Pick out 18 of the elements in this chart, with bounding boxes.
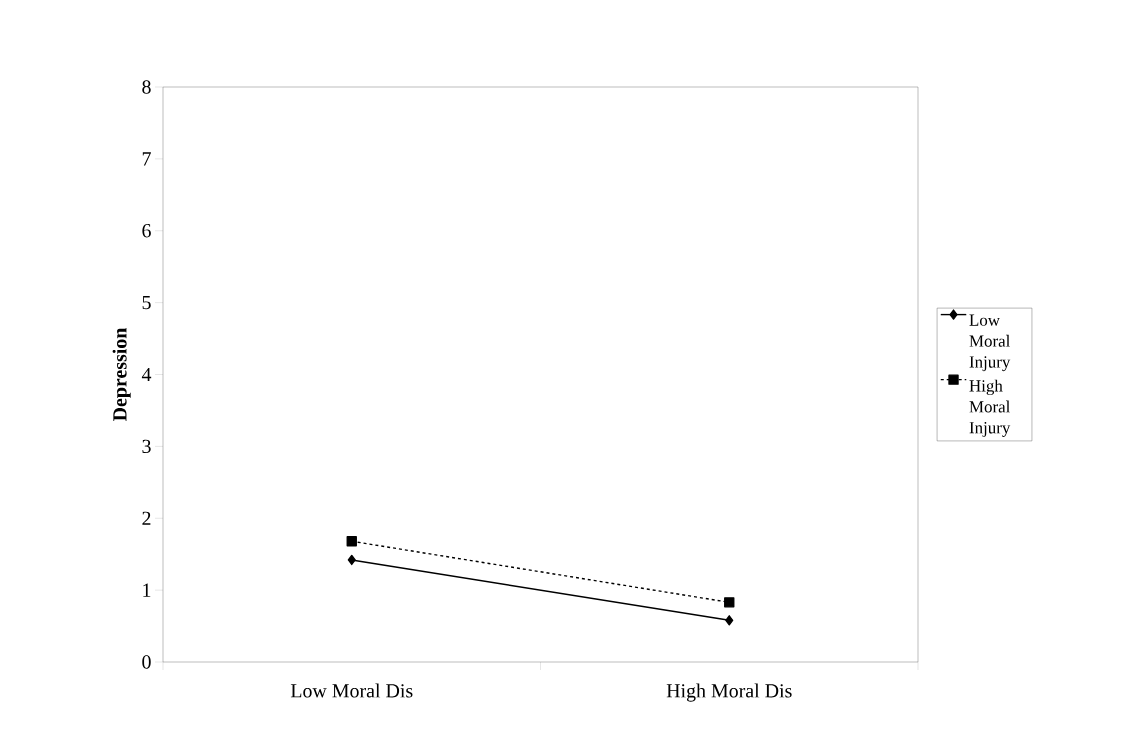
x-tick-label: High Moral Dis [666, 683, 792, 702]
x-tick-label: Low Moral Dis [290, 683, 413, 698]
y-tick-label: 6 [142, 224, 151, 238]
y-tick-label: 1 [143, 583, 151, 597]
y-axis-title: Depression [112, 327, 131, 422]
y-tick-label: 5 [142, 296, 151, 310]
y-tick-label: 2 [142, 511, 151, 525]
y-tick-label: 4 [141, 367, 152, 382]
y-tick-label: 0 [142, 655, 151, 669]
y-tick-label: 7 [142, 152, 151, 166]
y-tick-label: 8 [142, 80, 151, 94]
point [346, 536, 357, 547]
legend-label: Low Moral Injury [969, 314, 1011, 372]
point [725, 615, 734, 626]
y-tick-label: 3 [142, 439, 151, 454]
legend-label: High Moral Injury [969, 379, 1011, 437]
point [347, 554, 356, 566]
point [724, 597, 735, 608]
